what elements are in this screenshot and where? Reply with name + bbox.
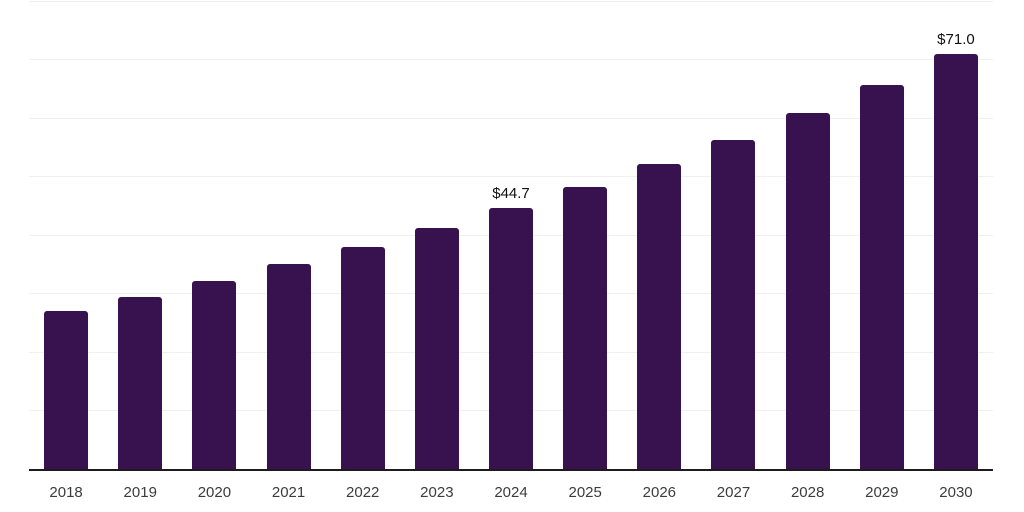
x-tick-label-2030: 2030 xyxy=(939,484,973,501)
bar-2030 xyxy=(933,54,978,470)
bar-slot xyxy=(177,0,251,470)
bar-slot: $44.7 xyxy=(474,0,548,470)
gridline xyxy=(29,0,993,2)
bar-2019 xyxy=(118,296,163,470)
bar-slot xyxy=(29,0,103,470)
x-tick-label-2024: 2024 xyxy=(494,484,528,501)
x-tick-label-2020: 2020 xyxy=(197,484,232,501)
bar-2022 xyxy=(340,247,385,470)
bar-slot xyxy=(251,0,325,470)
bars-row: $44.7 $71.0 xyxy=(29,0,993,470)
bar-slot xyxy=(548,0,622,470)
x-tick-label-2019: 2019 xyxy=(123,484,157,501)
x-tick-label-2027: 2027 xyxy=(716,484,751,501)
x-tick-label-2026: 2026 xyxy=(642,484,677,501)
x-tick-label-2023: 2023 xyxy=(420,484,454,501)
bar-slot xyxy=(622,0,696,470)
bar-2023 xyxy=(414,227,459,470)
x-tick-label-2029: 2029 xyxy=(865,484,899,501)
bar-2018 xyxy=(44,310,89,470)
bar-2020 xyxy=(192,281,237,470)
bar-2021 xyxy=(266,264,311,470)
x-tick-label-2021: 2021 xyxy=(271,484,306,501)
bar-slot xyxy=(326,0,400,470)
bar-slot xyxy=(845,0,919,470)
bar-2025 xyxy=(563,187,608,470)
bar-2029 xyxy=(859,84,904,470)
gridline xyxy=(29,59,993,61)
bar-value-label: $71.0 xyxy=(937,31,975,49)
bar-slot: $71.0 xyxy=(919,0,993,470)
bar-2028 xyxy=(785,112,830,470)
bar-2027 xyxy=(711,139,756,470)
bar-2026 xyxy=(637,163,682,470)
x-tick-label-2025: 2025 xyxy=(568,484,602,501)
gridline xyxy=(29,176,993,178)
x-axis-labels: 2018 2019 2020 2021 2022 2023 2024 2025 2026 2027… xyxy=(29,471,993,501)
x-tick-label-2018: 2018 xyxy=(49,484,83,501)
x-tick-label-2028: 2028 xyxy=(790,484,825,501)
x-axis-line xyxy=(29,469,993,471)
bar-2024 xyxy=(489,208,534,470)
bar-value-label: $44.7 xyxy=(492,185,530,203)
bar-slot xyxy=(400,0,474,470)
bar-slot xyxy=(103,0,177,470)
bar-slot xyxy=(696,0,770,470)
gridline xyxy=(29,117,993,119)
x-tick-label-2022: 2022 xyxy=(346,484,380,501)
plot-area: $44.7 $71.0 xyxy=(29,0,993,471)
bar-slot xyxy=(771,0,845,470)
